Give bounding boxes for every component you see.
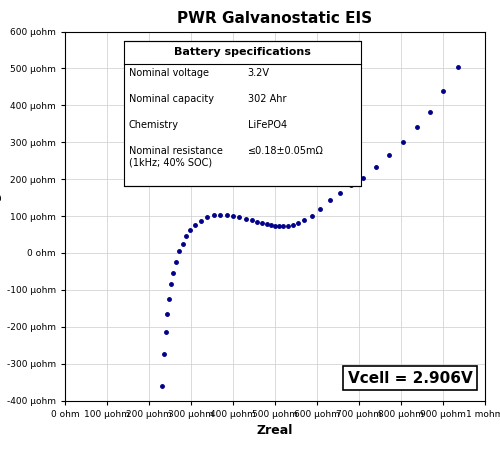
Text: Nominal resistance
(1kHz; 40% SOC): Nominal resistance (1kHz; 40% SOC) xyxy=(129,146,222,167)
FancyBboxPatch shape xyxy=(124,41,361,186)
Title: PWR Galvanostatic EIS: PWR Galvanostatic EIS xyxy=(178,11,372,26)
Text: LiFePO4: LiFePO4 xyxy=(248,120,287,130)
Text: Battery specifications: Battery specifications xyxy=(174,47,311,57)
Text: ≤0.18±0.05mΩ: ≤0.18±0.05mΩ xyxy=(248,146,324,156)
Y-axis label: -Zimag: -Zimag xyxy=(0,192,2,240)
Text: 302 Ahr: 302 Ahr xyxy=(248,94,286,104)
Text: Nominal voltage: Nominal voltage xyxy=(129,68,209,78)
X-axis label: Zreal: Zreal xyxy=(257,424,293,437)
Text: Vcell = 2.906V: Vcell = 2.906V xyxy=(348,371,472,386)
Text: 3.2V: 3.2V xyxy=(248,68,270,78)
Text: Nominal capacity: Nominal capacity xyxy=(129,94,214,104)
Text: Chemistry: Chemistry xyxy=(129,120,179,130)
